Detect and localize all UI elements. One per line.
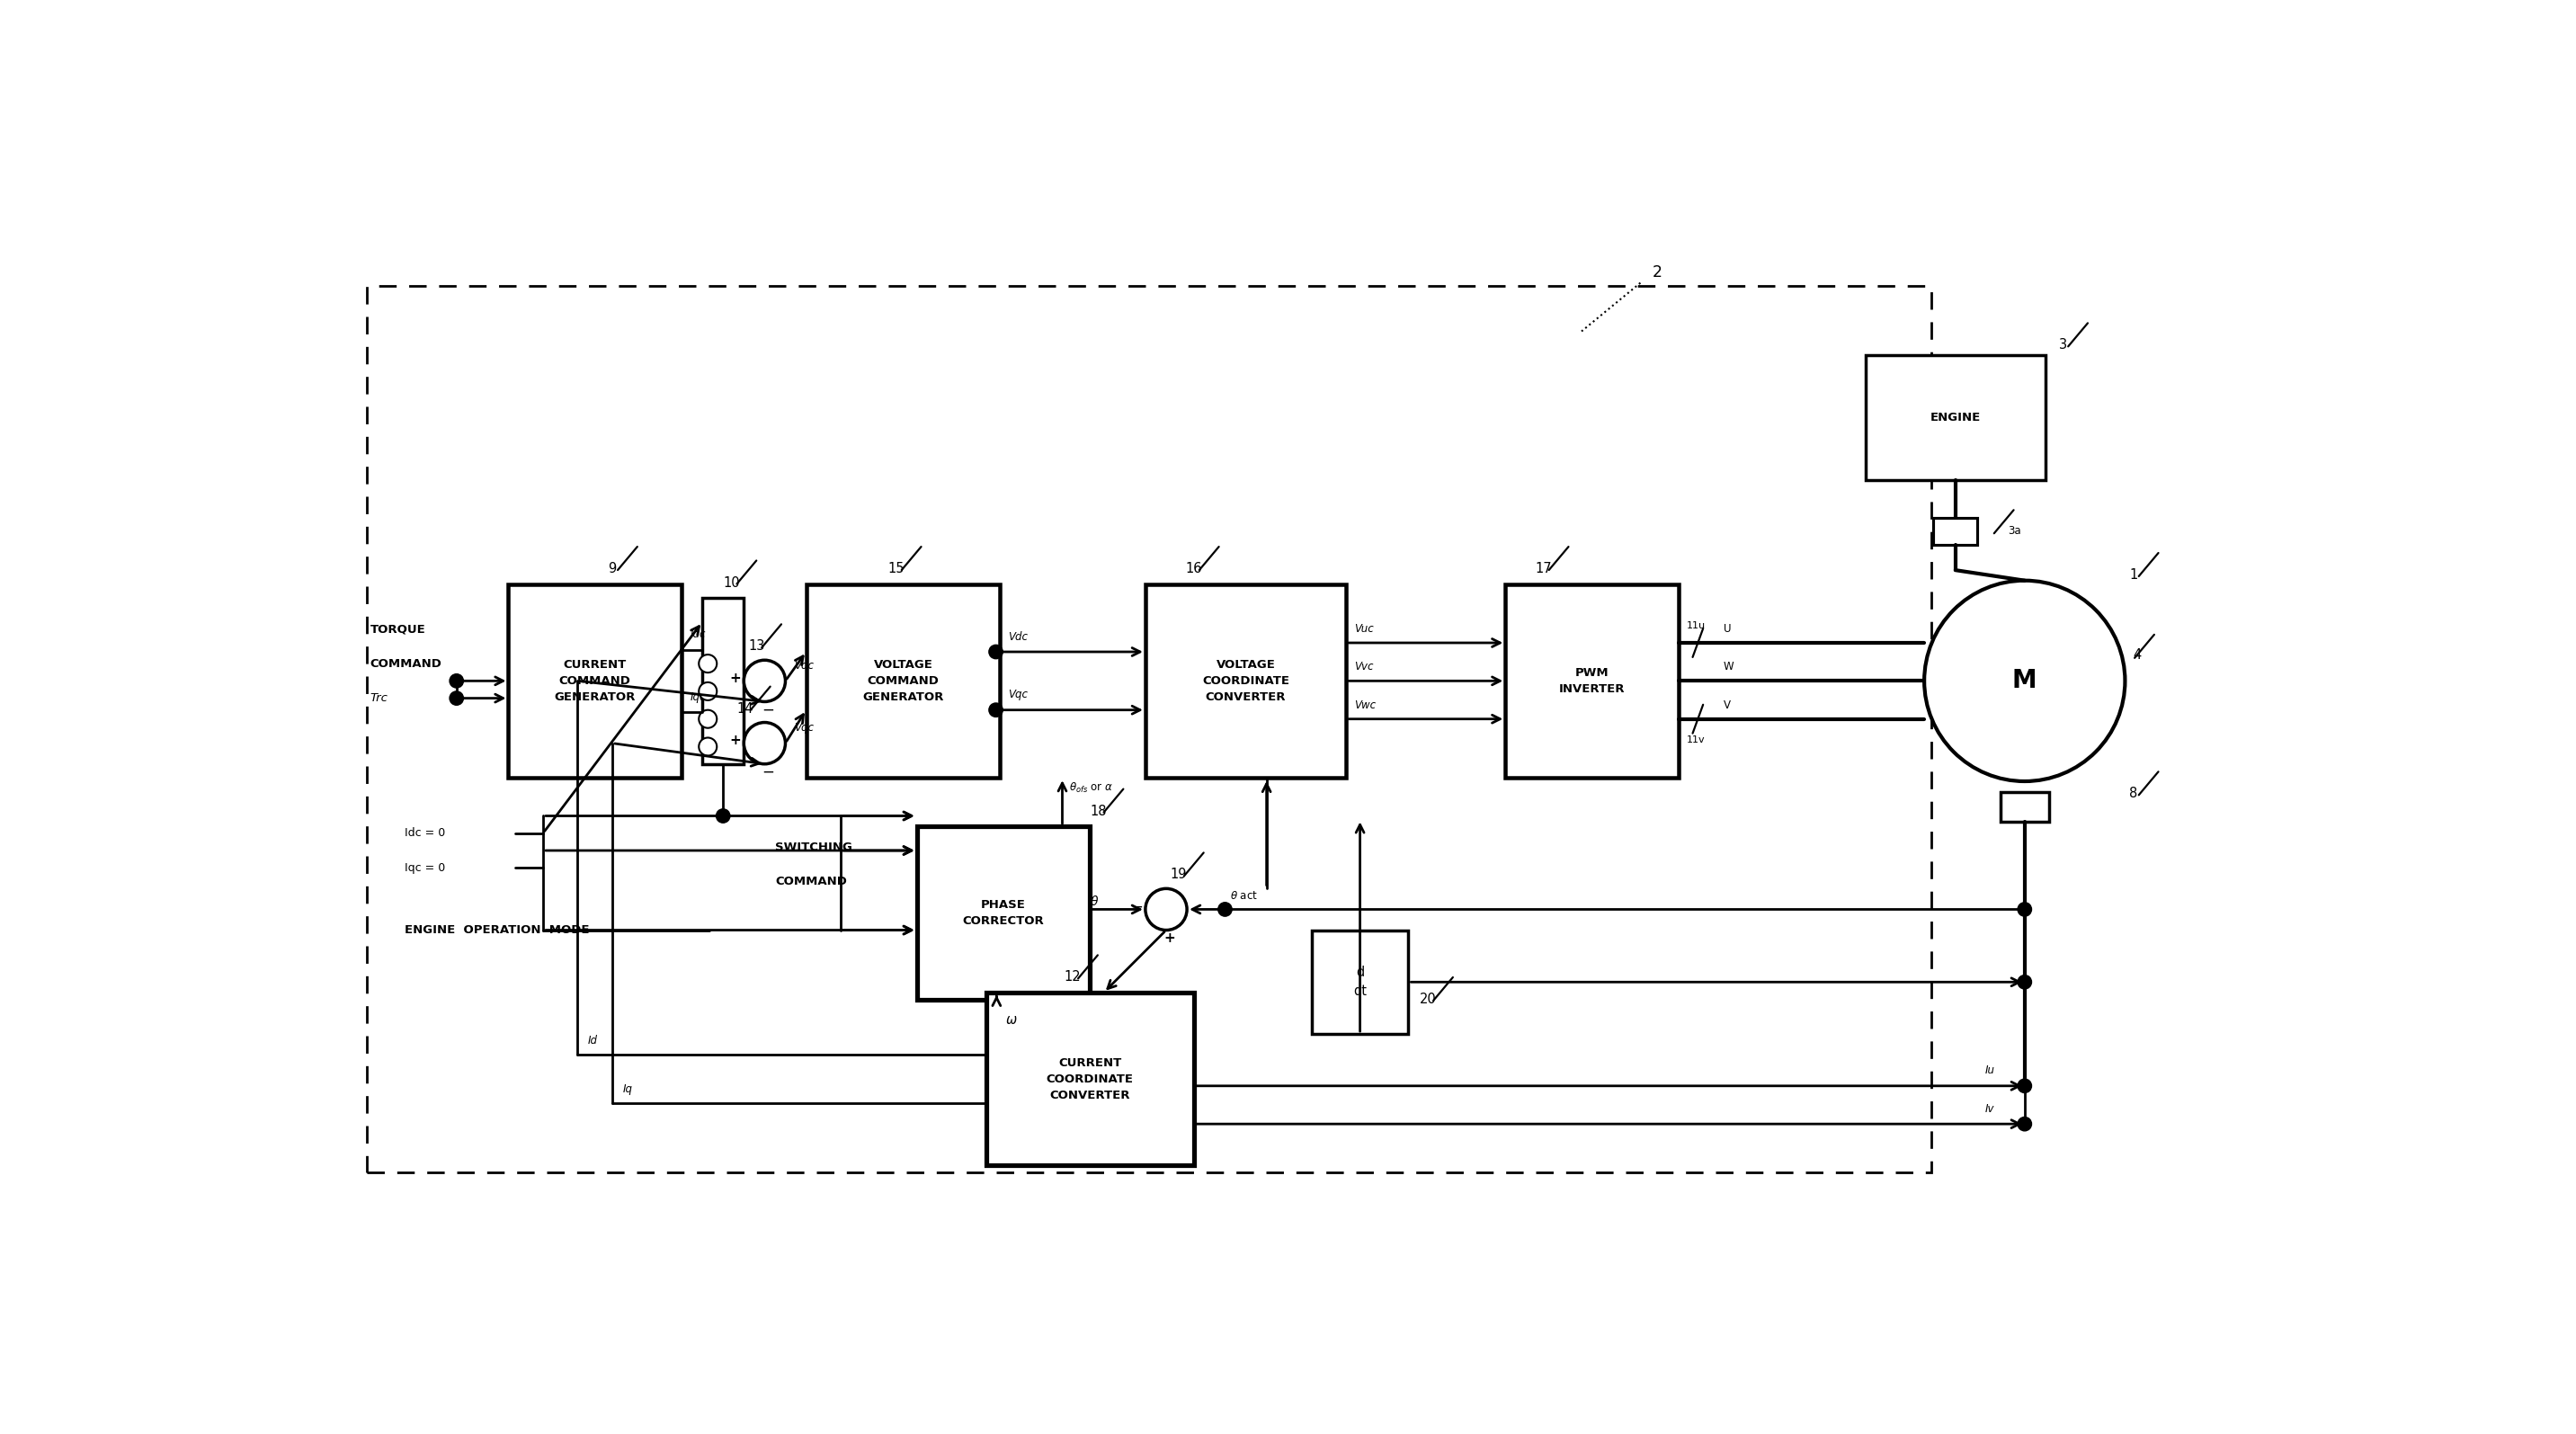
Text: TORQUE: TORQUE (371, 624, 425, 635)
Circle shape (2017, 1078, 2032, 1093)
Circle shape (451, 691, 464, 706)
Bar (366, 287, 1932, 1173)
Text: −: − (762, 764, 775, 780)
Circle shape (2017, 1117, 2032, 1131)
Text: 20: 20 (1419, 992, 1437, 1007)
Bar (1504, 584, 1680, 777)
Text: 13: 13 (747, 640, 765, 652)
Circle shape (1924, 581, 2125, 782)
Text: VOLTAGE
COORDINATE
CONVERTER: VOLTAGE COORDINATE CONVERTER (1203, 658, 1291, 703)
Text: Vqc: Vqc (793, 723, 814, 734)
Circle shape (744, 660, 786, 701)
Text: Trc: Trc (371, 693, 389, 704)
Text: 17: 17 (1535, 562, 1551, 575)
Circle shape (698, 737, 716, 756)
Bar (1932, 518, 1978, 545)
Bar (703, 598, 744, 764)
Text: Vdc: Vdc (793, 660, 814, 671)
Text: PWM
INVERTER: PWM INVERTER (1558, 667, 1625, 695)
Text: Idc = 0: Idc = 0 (404, 827, 446, 839)
Circle shape (1218, 902, 1231, 916)
Text: 11v: 11v (1687, 736, 1705, 744)
Text: COMMAND: COMMAND (775, 876, 848, 888)
Circle shape (698, 683, 716, 700)
Text: Iu: Iu (1986, 1065, 1994, 1077)
Text: 4: 4 (2133, 648, 2141, 661)
Text: 15: 15 (889, 562, 904, 575)
Text: 18: 18 (1090, 804, 1108, 817)
Circle shape (2017, 975, 2032, 989)
Circle shape (989, 703, 1002, 717)
Text: 19: 19 (1170, 868, 1188, 882)
Text: −: − (762, 701, 775, 718)
Bar (507, 584, 683, 777)
Bar (1146, 584, 1347, 777)
Text: Vuc: Vuc (1355, 624, 1373, 635)
Text: 2: 2 (1654, 264, 1662, 281)
Text: 11u: 11u (1687, 621, 1705, 630)
Text: U: U (1723, 624, 1731, 635)
Text: Idc: Idc (690, 628, 706, 641)
Text: +: + (729, 671, 742, 685)
Text: 8: 8 (2130, 787, 2138, 800)
Text: −: − (1131, 899, 1144, 915)
Text: Iq: Iq (623, 1084, 634, 1096)
Text: Vwc: Vwc (1355, 700, 1376, 711)
Text: Vvc: Vvc (1355, 661, 1373, 673)
Circle shape (744, 723, 786, 764)
Text: M: M (2012, 668, 2038, 694)
Text: Vdc: Vdc (1007, 631, 1028, 642)
Circle shape (716, 809, 729, 823)
Text: 16: 16 (1185, 562, 1203, 575)
Circle shape (989, 645, 1002, 658)
Text: 10: 10 (724, 576, 739, 589)
Text: Id: Id (587, 1035, 598, 1047)
Text: CURRENT
COMMAND
GENERATOR: CURRENT COMMAND GENERATOR (554, 658, 636, 703)
Text: Iqc: Iqc (690, 691, 706, 703)
Text: 3: 3 (2058, 338, 2066, 351)
Text: 9: 9 (608, 562, 616, 575)
Text: Iv: Iv (1986, 1103, 1994, 1114)
Text: W: W (1723, 661, 1734, 673)
Text: CURRENT
COORDINATE
CONVERTER: CURRENT COORDINATE CONVERTER (1046, 1057, 1133, 1101)
Circle shape (2017, 902, 2032, 916)
Text: 14: 14 (737, 701, 755, 716)
Circle shape (1146, 889, 1188, 931)
Text: 12: 12 (1064, 971, 1082, 984)
Text: V: V (1723, 700, 1731, 711)
Text: COMMAND: COMMAND (371, 658, 443, 670)
Text: $\theta$ act: $\theta$ act (1229, 889, 1257, 902)
Text: SWITCHING: SWITCHING (775, 842, 853, 853)
Text: VOLTAGE
COMMAND
GENERATOR: VOLTAGE COMMAND GENERATOR (863, 658, 943, 703)
Text: +: + (1164, 932, 1175, 945)
Text: $\theta_{ofs}$ or $\alpha$: $\theta_{ofs}$ or $\alpha$ (1069, 782, 1113, 794)
Text: $\omega$: $\omega$ (1005, 1014, 1018, 1027)
Text: $\theta$: $\theta$ (1090, 895, 1100, 908)
Text: Vqc: Vqc (1007, 688, 1028, 701)
Text: ENGINE  OPERATION  MODE: ENGINE OPERATION MODE (404, 925, 590, 936)
Circle shape (698, 710, 716, 728)
Text: PHASE
CORRECTOR: PHASE CORRECTOR (963, 899, 1043, 926)
Bar (1865, 356, 2045, 480)
Circle shape (451, 674, 464, 688)
Bar (806, 584, 999, 777)
Bar (987, 992, 1193, 1166)
Text: +: + (729, 734, 742, 747)
Bar (917, 826, 1090, 999)
Bar (1311, 931, 1409, 1034)
Text: Iqc = 0: Iqc = 0 (404, 862, 446, 873)
Text: d
dt: d dt (1352, 967, 1368, 998)
Circle shape (698, 654, 716, 673)
Text: 1: 1 (2130, 568, 2138, 582)
Text: 3a: 3a (2007, 525, 2020, 536)
Bar (2002, 793, 2048, 822)
Text: ENGINE: ENGINE (1929, 412, 1981, 423)
